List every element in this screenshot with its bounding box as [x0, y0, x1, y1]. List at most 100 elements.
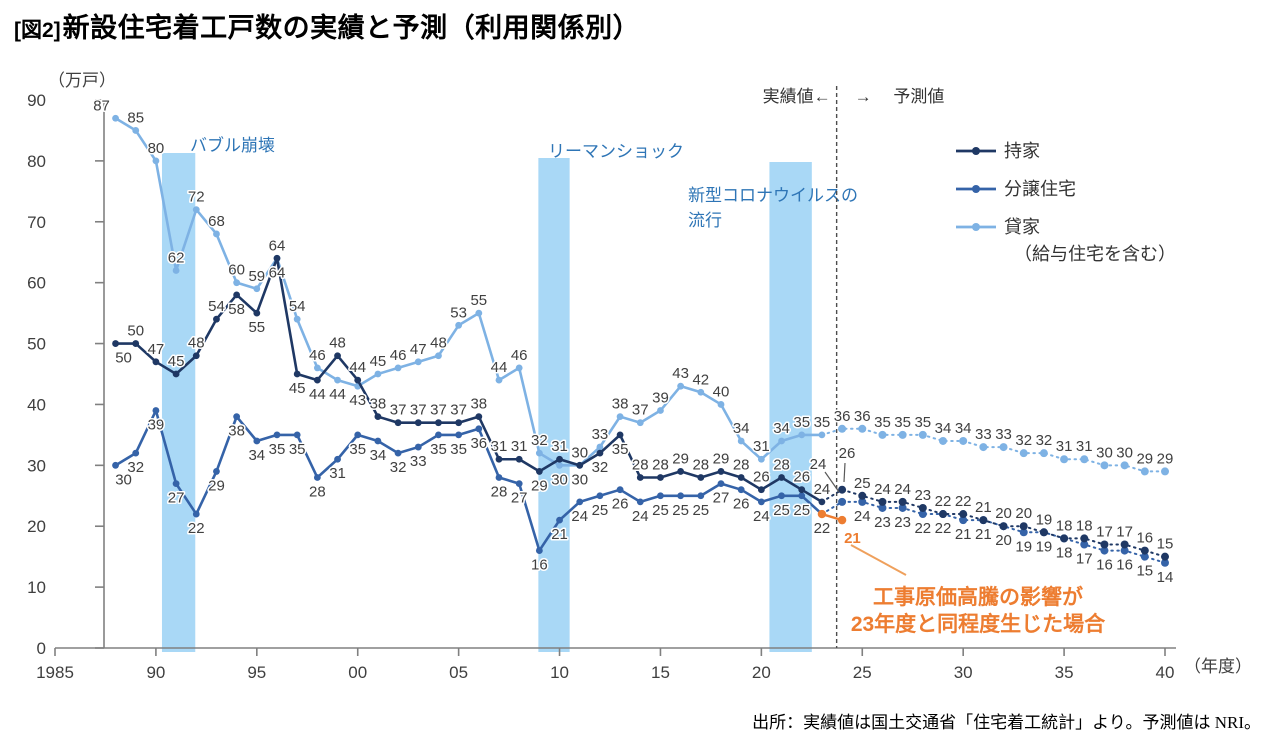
value-label-rental-1997: 54: [289, 298, 306, 315]
scenario-annotation-text: 23年度と同程度生じた場合: [851, 612, 1106, 636]
legend-marker-dot-icon: [972, 223, 980, 231]
line-actual-owner: [115, 257, 823, 503]
value-label-owner-1999: 48: [329, 335, 346, 352]
value-label-owner-2034: 19: [1036, 511, 1053, 528]
value-label-condo-2040: 14: [1157, 569, 1174, 586]
value-label-rental-2023: 35: [814, 414, 831, 431]
event-band-1: リーマンショック: [538, 142, 684, 652]
value-label-condo-2008: 27: [511, 490, 528, 507]
value-label-condo-2002: 32: [390, 459, 407, 476]
value-label-rental-1989: 85: [127, 109, 144, 126]
value-label-condo-1989: 32: [127, 459, 144, 476]
value-label-owner-2011: 30: [571, 444, 588, 461]
value-label-condo-2004: 35: [430, 441, 447, 458]
value-label-owner-2026: 24: [874, 481, 891, 498]
value-label-owner-2009: 29: [531, 477, 548, 494]
value-label-condo-2032: 20: [995, 532, 1012, 549]
actual-side-label: 実績値←: [763, 87, 831, 106]
value-label-condo-2007: 28: [491, 484, 508, 501]
value-label-condo-2035: 18: [1056, 544, 1073, 561]
x-tick-label: 1985: [36, 663, 74, 682]
value-label-rental-2039: 29: [1136, 450, 1153, 467]
value-label-owner-2037: 17: [1096, 523, 1113, 540]
value-label-owner-1993: 54: [208, 298, 225, 315]
value-label-rental-2034: 32: [1036, 432, 1053, 449]
value-label-owner-1990: 47: [148, 341, 165, 358]
value-label-owner-2013: 35: [612, 441, 629, 458]
legend-label-condo: 分譲住宅: [1004, 179, 1076, 199]
value-label-rental-1999: 44: [329, 386, 346, 403]
x-tick-label: 25: [853, 663, 872, 682]
chart-title: [図2] 新設住宅着工戸数の実績と予測（利用関係別）: [14, 6, 640, 45]
value-label-owner-2019: 28: [733, 457, 750, 474]
value-label-condo-2013: 26: [612, 496, 629, 513]
value-label-owner-2006: 38: [470, 396, 487, 413]
value-label-rental-2006: 55: [470, 292, 487, 309]
value-label-condo-2037: 16: [1096, 557, 1113, 574]
x-tick-label: 35: [1055, 663, 1074, 682]
value-label-condo-2011: 24: [571, 508, 588, 525]
value-label-condo-2017: 25: [692, 502, 709, 519]
value-label-owner-2004: 37: [430, 402, 447, 419]
value-label-rental-2007: 44: [491, 359, 508, 376]
value-label-rental-2017: 42: [692, 371, 709, 388]
value-label-owner-2012: 32: [592, 459, 609, 476]
value-label-condo-1991: 27: [168, 490, 185, 507]
value-label-condo-2031: 21: [975, 526, 992, 543]
value-label-rental-1992: 72: [188, 189, 205, 206]
value-label-condo-2001: 34: [370, 447, 387, 464]
value-label-rental-2040: 29: [1157, 450, 1174, 467]
value-label-owner-2003: 37: [410, 402, 427, 419]
x-tick-label: 30: [954, 663, 973, 682]
value-label-condo-1995: 34: [248, 447, 265, 464]
value-label-condo-2020: 24: [753, 508, 770, 525]
x-tick-label: 05: [449, 663, 468, 682]
value-label-owner-2002: 37: [390, 402, 407, 419]
value-label-condo-2038: 16: [1116, 557, 1133, 574]
value-label-condo-1999: 31: [329, 465, 346, 482]
value-label-owner-2033: 20: [1015, 505, 1032, 522]
value-label-condo-1997: 35: [289, 441, 306, 458]
series-rental: [112, 114, 1169, 476]
value-label-rental-2001: 45: [370, 353, 387, 370]
scenario-annotation-text: 工事原価高騰の影響が: [873, 585, 1083, 609]
forecast-divider: 実績値← → 予測値: [763, 86, 944, 648]
value-label-condo-2026: 23: [874, 514, 891, 531]
value-label-condo-2033: 19: [1015, 538, 1032, 555]
value-label-rental-2021: 34: [773, 420, 790, 437]
value-label-rental-2016: 43: [672, 365, 689, 382]
value-label-owner-2015: 28: [652, 457, 669, 474]
value-label-condo-2006: 36: [470, 435, 487, 452]
x-axis-unit: （年度）: [1184, 657, 1252, 676]
legend-item-owner: 持家: [956, 141, 1040, 161]
value-label-rental-2036: 31: [1076, 438, 1093, 455]
value-label-rental-2032: 33: [995, 426, 1012, 443]
value-label-condo-2027: 23: [894, 514, 911, 531]
value-label-rental-2020: 31: [753, 438, 770, 455]
value-label-owner-2008: 31: [511, 438, 528, 455]
value-label-rental-2022: 35: [793, 414, 810, 431]
value-label-rental-2027: 35: [894, 414, 911, 431]
value-label-rental-2038: 30: [1116, 444, 1133, 461]
value-label-condo-2025: 24: [854, 508, 871, 525]
y-tick-label: 10: [27, 578, 46, 597]
value-label-owner-1988: 50: [115, 350, 132, 367]
legend-item-condo: 分譲住宅: [956, 179, 1076, 199]
y-tick-label: 50: [27, 335, 46, 354]
value-label-condo-2012: 25: [592, 502, 609, 519]
value-label-owner-2032: 20: [995, 505, 1012, 522]
x-tick-label: 40: [1156, 663, 1175, 682]
y-axis-unit: （万戸）: [48, 71, 116, 90]
value-label-condo-2022: 25: [793, 502, 810, 519]
value-label-rental-1993: 68: [208, 213, 225, 230]
value-label-condo-2003: 33: [410, 453, 427, 470]
value-label-owner-2028: 23: [914, 487, 931, 504]
value-label-rental-1998: 46: [309, 347, 326, 364]
value-label-rental-2011: 30: [571, 471, 588, 488]
value-label-condo-2023: 22: [814, 520, 831, 537]
line-forecast-condo: [820, 500, 1166, 564]
value-label-owner-2024: 26: [839, 445, 856, 462]
